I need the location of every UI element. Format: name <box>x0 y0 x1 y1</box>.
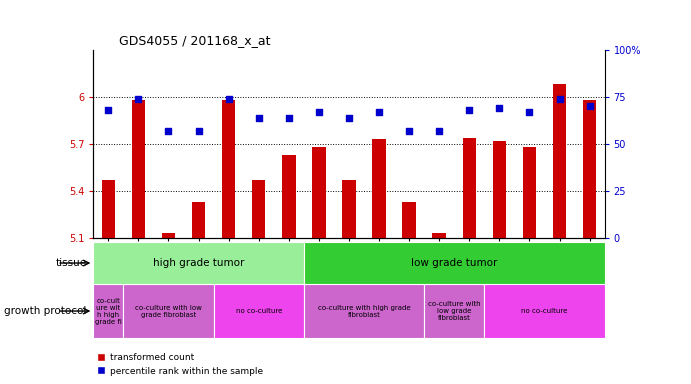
Bar <box>439 242 469 284</box>
Bar <box>304 284 424 338</box>
Point <box>404 128 415 134</box>
Bar <box>462 138 476 238</box>
Bar <box>131 100 145 238</box>
Bar <box>379 242 409 284</box>
Text: tissue: tissue <box>55 258 86 268</box>
Bar <box>282 155 296 238</box>
Bar <box>289 242 319 284</box>
Point <box>494 105 505 111</box>
Point <box>554 96 565 102</box>
Bar <box>162 233 176 238</box>
Bar <box>583 100 596 238</box>
Bar <box>169 242 198 284</box>
Bar <box>304 242 605 284</box>
Bar <box>553 84 566 238</box>
Bar <box>312 147 325 238</box>
Text: co-culture with
low grade
fibroblast: co-culture with low grade fibroblast <box>428 301 480 321</box>
Bar <box>493 141 506 238</box>
Bar <box>319 242 349 284</box>
Bar <box>214 284 304 338</box>
Text: low grade tumor: low grade tumor <box>411 258 498 268</box>
Bar <box>258 242 289 284</box>
Text: co-cult
ure wit
h high
grade fi: co-cult ure wit h high grade fi <box>95 298 122 324</box>
Point <box>133 96 144 102</box>
Bar <box>424 284 484 338</box>
Bar <box>342 180 356 238</box>
Point <box>343 114 354 121</box>
Bar <box>192 202 205 238</box>
Bar <box>529 242 560 284</box>
Point <box>434 128 445 134</box>
Text: no co-culture: no co-culture <box>236 308 282 314</box>
Bar <box>409 242 439 284</box>
Text: GDS4055 / 201168_x_at: GDS4055 / 201168_x_at <box>119 34 270 47</box>
Point <box>313 109 324 115</box>
Bar <box>222 100 236 238</box>
Point <box>584 103 595 109</box>
Point <box>253 114 264 121</box>
Text: co-culture with low
grade fibroblast: co-culture with low grade fibroblast <box>135 305 202 318</box>
Text: no co-culture: no co-culture <box>521 308 567 314</box>
Bar <box>252 180 265 238</box>
Bar <box>78 242 108 284</box>
Point <box>283 114 294 121</box>
Bar <box>484 284 605 338</box>
Point <box>193 128 204 134</box>
Bar <box>93 242 304 284</box>
Bar <box>402 202 416 238</box>
Text: growth protocol: growth protocol <box>4 306 86 316</box>
Point <box>524 109 535 115</box>
Bar <box>198 242 229 284</box>
Point <box>374 109 385 115</box>
Bar <box>138 242 169 284</box>
Bar <box>93 284 124 338</box>
Bar <box>433 233 446 238</box>
Point <box>223 96 234 102</box>
Bar <box>469 242 500 284</box>
Bar <box>108 242 138 284</box>
Bar <box>500 242 529 284</box>
Bar <box>522 147 536 238</box>
Point <box>464 107 475 113</box>
Legend: transformed count, percentile rank within the sample: transformed count, percentile rank withi… <box>98 353 263 376</box>
Bar <box>124 284 214 338</box>
Point <box>103 107 114 113</box>
Text: high grade tumor: high grade tumor <box>153 258 244 268</box>
Bar <box>102 180 115 238</box>
Bar <box>349 242 379 284</box>
Bar <box>372 139 386 238</box>
Bar <box>229 242 258 284</box>
Text: co-culture with high grade
fibroblast: co-culture with high grade fibroblast <box>318 305 410 318</box>
Bar <box>560 242 589 284</box>
Point <box>163 128 174 134</box>
